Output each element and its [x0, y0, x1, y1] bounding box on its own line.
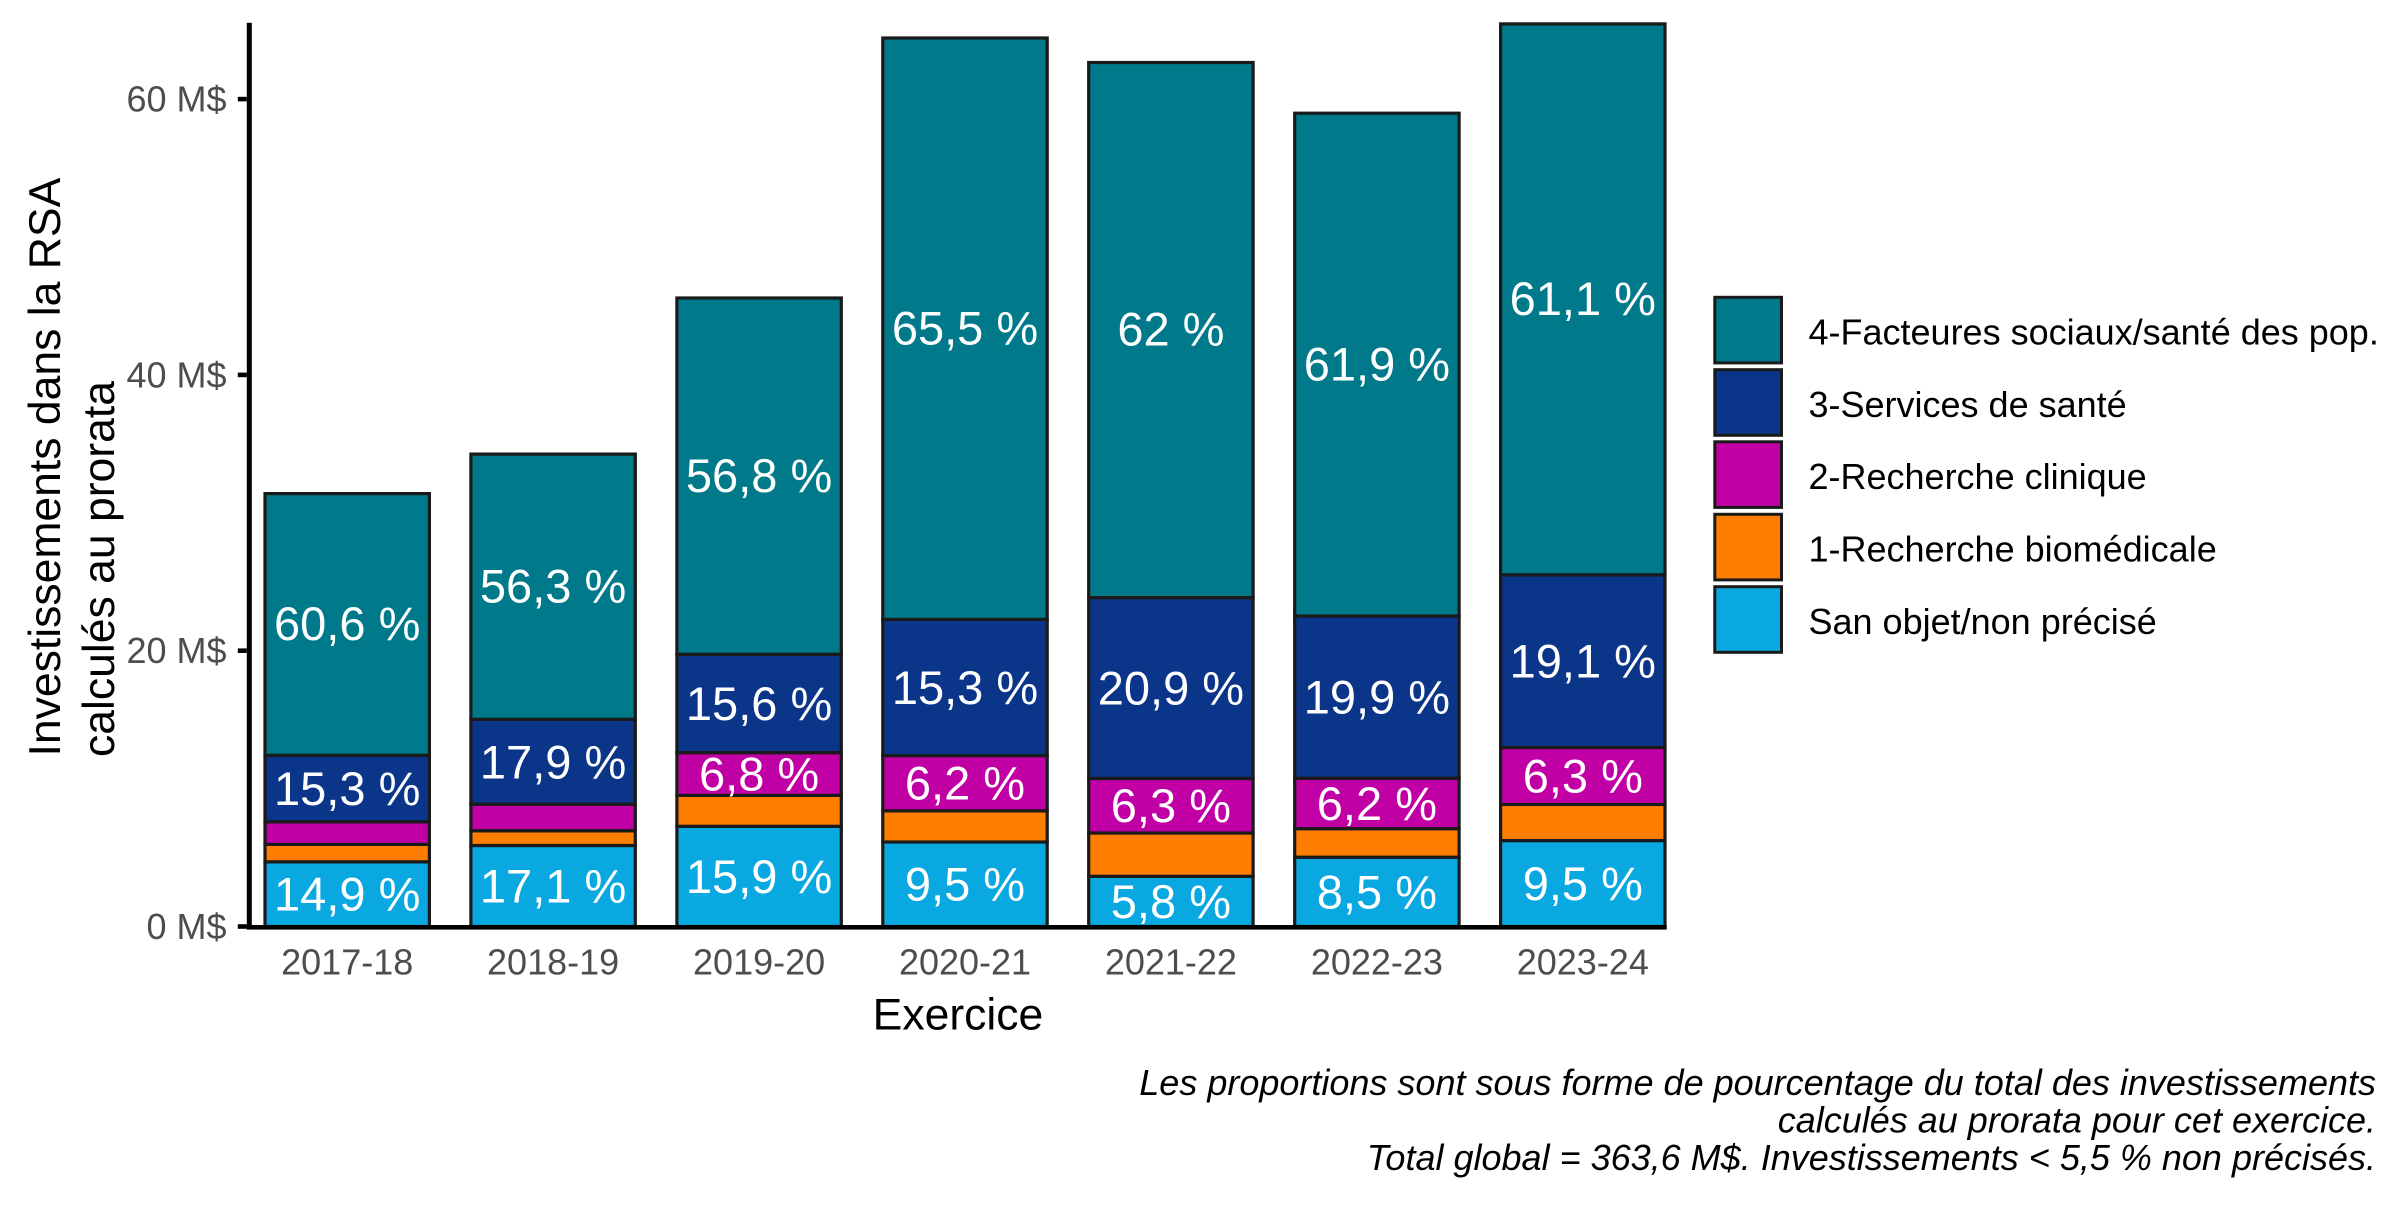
svg-text:65,5 %: 65,5 % [892, 301, 1038, 354]
svg-text:6,3 %: 6,3 % [1111, 779, 1231, 832]
svg-text:6,2 %: 6,2 % [1317, 777, 1437, 830]
svg-text:2017-18: 2017-18 [281, 942, 413, 983]
svg-text:8,5 %: 8,5 % [1317, 865, 1437, 918]
svg-text:20 M$: 20 M$ [126, 630, 226, 671]
svg-text:15,9 %: 15,9 % [686, 850, 832, 903]
svg-text:60,6 %: 60,6 % [274, 597, 420, 650]
svg-text:2-Recherche clinique: 2-Recherche clinique [1809, 456, 2147, 497]
svg-text:40 M$: 40 M$ [126, 354, 226, 395]
svg-text:5,8 %: 5,8 % [1111, 875, 1231, 928]
svg-text:62 %: 62 % [1117, 303, 1224, 356]
svg-text:Total global = 363,6 M$. Inves: Total global = 363,6 M$. Investissements… [1367, 1137, 2376, 1178]
svg-text:17,9 %: 17,9 % [480, 735, 626, 788]
svg-text:6,3 %: 6,3 % [1523, 749, 1643, 802]
svg-text:20,9 %: 20,9 % [1098, 662, 1244, 715]
svg-text:San objet/non précisé: San objet/non précisé [1809, 601, 2157, 642]
svg-text:calculés au prorata: calculés au prorata [75, 381, 124, 757]
svg-text:19,9 %: 19,9 % [1304, 671, 1450, 724]
svg-text:61,1 %: 61,1 % [1510, 272, 1656, 325]
svg-text:9,5 %: 9,5 % [1523, 857, 1643, 910]
svg-text:Exercice: Exercice [873, 990, 1044, 1039]
svg-text:14,9 %: 14,9 % [274, 868, 420, 921]
svg-text:17,1 %: 17,1 % [480, 860, 626, 913]
svg-text:56,3 %: 56,3 % [480, 560, 626, 613]
svg-text:15,3 %: 15,3 % [892, 661, 1038, 714]
svg-text:2023-24: 2023-24 [1517, 942, 1649, 983]
svg-text:6,8 %: 6,8 % [699, 748, 819, 801]
svg-text:Les proportions sont sous form: Les proportions sont sous forme de pourc… [1139, 1062, 2376, 1103]
svg-text:3-Services de santé: 3-Services de santé [1809, 384, 2127, 425]
svg-text:9,5 %: 9,5 % [905, 858, 1025, 911]
svg-text:0 M$: 0 M$ [146, 906, 226, 947]
svg-text:60 M$: 60 M$ [126, 79, 226, 120]
svg-text:Investissements dans la RSA: Investissements dans la RSA [21, 177, 70, 756]
svg-text:56,8 %: 56,8 % [686, 449, 832, 502]
svg-text:1-Recherche biomédicale: 1-Recherche biomédicale [1809, 529, 2217, 570]
svg-text:15,3 %: 15,3 % [274, 762, 420, 815]
svg-text:2021-22: 2021-22 [1105, 942, 1237, 983]
svg-text:2022-23: 2022-23 [1311, 942, 1443, 983]
svg-text:calculés au prorata pour cet e: calculés au prorata pour cet exercice. [1778, 1100, 2376, 1141]
svg-text:61,9 %: 61,9 % [1304, 337, 1450, 390]
svg-text:2018-19: 2018-19 [487, 942, 619, 983]
svg-text:19,1 %: 19,1 % [1510, 635, 1656, 688]
svg-text:2020-21: 2020-21 [899, 942, 1031, 983]
svg-text:15,6 %: 15,6 % [686, 677, 832, 730]
svg-text:2019-20: 2019-20 [693, 942, 825, 983]
svg-text:4-Facteures sociaux/santé des: 4-Facteures sociaux/santé des pop. [1809, 312, 2379, 353]
svg-text:6,2 %: 6,2 % [905, 757, 1025, 810]
